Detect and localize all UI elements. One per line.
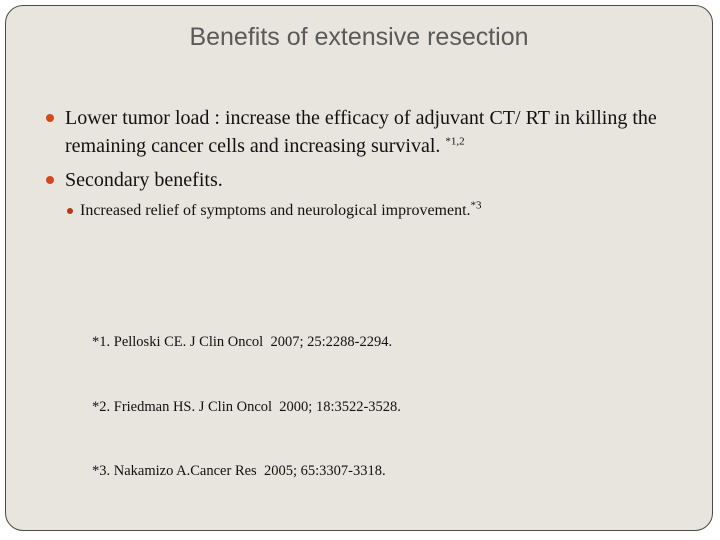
reference-item: *2. Friedman HS. J Clin Oncol 2000; 18:3… xyxy=(92,398,401,415)
bullet-dot-icon xyxy=(46,176,54,184)
bullet-text: Secondary benefits. xyxy=(65,169,223,191)
reference-item: *1. Pelloski CE. J Clin Oncol 2007; 25:2… xyxy=(92,334,393,350)
sub-bullet-item-symptom-relief: Increased relief of symptoms and neurolo… xyxy=(65,200,684,222)
citation-superscript: *3 xyxy=(470,199,482,212)
slide-content: Lower tumor load : increase the efficacy… xyxy=(44,104,684,222)
references-list: *1. Pelloski CE. J Clin Oncol 2007; 25:2… xyxy=(92,289,401,526)
citation-superscript: *1,2 xyxy=(445,135,465,148)
sub-bullet-dot-icon xyxy=(67,208,73,214)
slide: Benefits of extensive resection Lower tu… xyxy=(5,5,713,531)
sub-bullet-text: Increased relief of symptoms and neurolo… xyxy=(80,202,471,219)
bullet-text: Lower tumor load : increase the efficacy… xyxy=(65,107,657,157)
bullet-item-tumor-load: Lower tumor load : increase the efficacy… xyxy=(44,104,684,160)
reference-item: *3. Nakamizo A.Cancer Res 2005; 65:3307-… xyxy=(92,463,386,479)
bullet-item-secondary-benefits: Secondary benefits. xyxy=(44,166,684,194)
bullet-dot-icon xyxy=(46,114,54,122)
slide-title: Benefits of extensive resection xyxy=(189,23,529,51)
